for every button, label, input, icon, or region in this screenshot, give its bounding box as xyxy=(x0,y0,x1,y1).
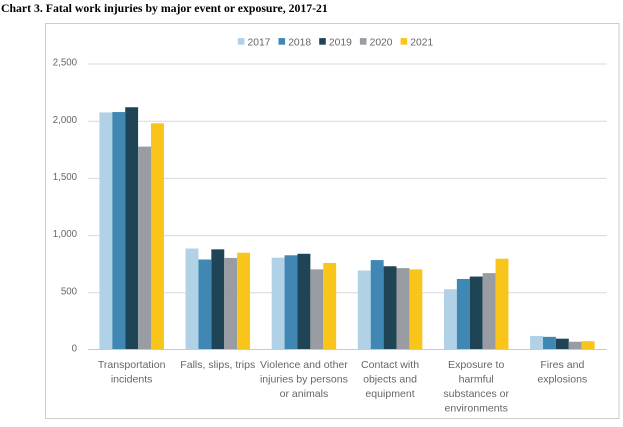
svg-text:0: 0 xyxy=(72,344,78,355)
svg-text:1,000: 1,000 xyxy=(53,229,78,240)
svg-text:2,000: 2,000 xyxy=(53,115,78,126)
svg-text:Fires and: Fires and xyxy=(540,359,584,371)
svg-text:incidents: incidents xyxy=(111,374,153,386)
svg-text:2021: 2021 xyxy=(410,37,433,48)
svg-text:500: 500 xyxy=(61,286,78,297)
svg-text:2017: 2017 xyxy=(248,37,271,48)
svg-text:harmful: harmful xyxy=(459,374,494,386)
svg-text:Transportation: Transportation xyxy=(98,359,166,371)
svg-text:1,500: 1,500 xyxy=(53,172,78,183)
svg-text:Exposure to: Exposure to xyxy=(448,359,504,371)
svg-text:environments: environments xyxy=(445,402,508,414)
svg-text:2020: 2020 xyxy=(370,37,393,48)
svg-text:Chart 3. Fatal work injuries b: Chart 3. Fatal work injuries by major ev… xyxy=(1,2,328,15)
svg-text:2018: 2018 xyxy=(288,37,311,48)
svg-text:Falls, slips, trips: Falls, slips, trips xyxy=(180,359,255,371)
svg-text:injuries by persons: injuries by persons xyxy=(260,374,348,386)
svg-text:2,500: 2,500 xyxy=(53,58,78,69)
svg-text:substances or: substances or xyxy=(443,388,509,400)
svg-text:2019: 2019 xyxy=(329,37,352,48)
svg-text:Violence and other: Violence and other xyxy=(260,359,348,371)
svg-text:or animals: or animals xyxy=(280,388,329,400)
svg-text:Contact with: Contact with xyxy=(361,359,419,371)
svg-text:objects and: objects and xyxy=(363,374,417,386)
svg-text:equipment: equipment xyxy=(365,388,414,400)
svg-text:explosions: explosions xyxy=(537,374,587,386)
